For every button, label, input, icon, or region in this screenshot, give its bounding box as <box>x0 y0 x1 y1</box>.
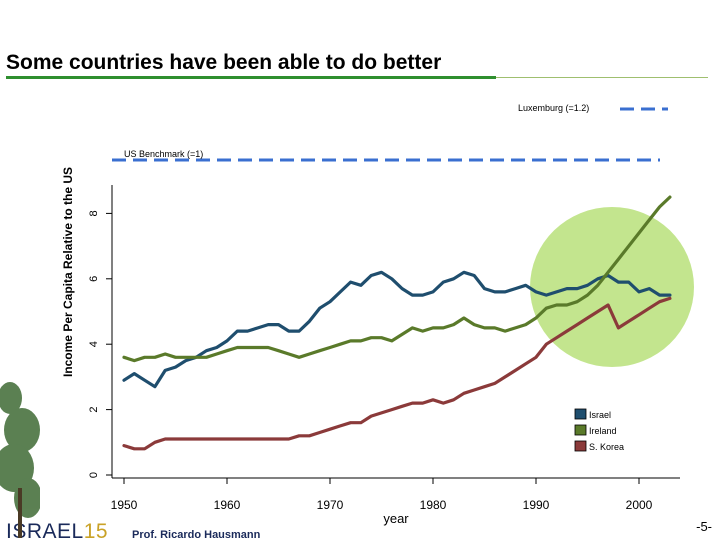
x-tick-label: 1980 <box>420 498 447 512</box>
series-line-ireland <box>122 195 672 363</box>
y-tick-label: 4 <box>88 341 100 347</box>
y-tick-label: 8 <box>88 210 100 216</box>
y-tick-label: 2 <box>88 407 100 413</box>
tree-decoration <box>0 382 40 538</box>
legend-label: Ireland <box>589 426 617 436</box>
y-tick-label: 6 <box>88 276 100 282</box>
legend-swatch <box>574 440 587 452</box>
legend-swatch <box>574 424 587 436</box>
title-underline-thin <box>496 77 708 78</box>
page-number: -5- <box>696 519 712 534</box>
logo-number: 15 <box>83 520 109 543</box>
legend-label: Israel <box>589 410 611 420</box>
y-axis-label: Income Per Capita Relative to the US <box>61 167 75 377</box>
x-tick-label: 1950 <box>111 498 138 512</box>
legend-swatch <box>574 408 587 420</box>
highlight-circle <box>530 207 694 367</box>
title-underline <box>6 76 496 79</box>
y-tick-label: 0 <box>88 472 100 478</box>
x-tick-label: 1990 <box>523 498 550 512</box>
luxemburg-label: Luxemburg (=1.2) <box>518 103 589 113</box>
israel-15-logo: ISRAEL15 <box>6 520 108 544</box>
author-name: Prof. Ricardo Hausmann <box>132 529 261 541</box>
slide-title: Some countries have been able to do bett… <box>6 51 442 74</box>
x-tick-label: 1970 <box>317 498 344 512</box>
series-line-israel <box>122 270 672 389</box>
us-benchmark-label: US Benchmark (=1) <box>124 149 203 159</box>
series-line-s-korea <box>122 296 672 451</box>
legend-label: S. Korea <box>589 442 624 452</box>
x-tick-label: 1960 <box>214 498 241 512</box>
x-axis-label: year <box>383 511 409 526</box>
x-tick-label: 2000 <box>626 498 653 512</box>
logo-text: ISRAEL <box>6 520 84 543</box>
